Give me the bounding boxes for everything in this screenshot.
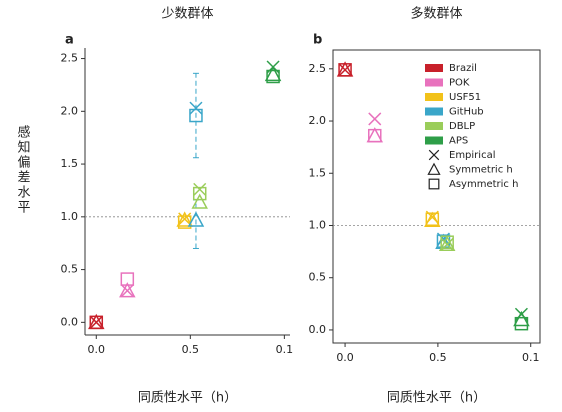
asymmetric-marker — [425, 212, 440, 226]
symmetric-marker — [187, 211, 205, 227]
x-tick-label: 0.0 — [88, 343, 106, 356]
empirical-marker — [178, 212, 192, 226]
x-tick-label: 0.5 — [182, 343, 200, 356]
symmetric-marker — [366, 127, 384, 143]
y-tick-label: 1.5 — [309, 166, 327, 179]
x-tick-label: 0.5 — [429, 351, 447, 364]
empirical-marker — [368, 112, 382, 126]
y-tick-label: 2.5 — [61, 52, 79, 65]
legend-swatch — [425, 122, 443, 130]
symmetric-marker — [191, 193, 208, 209]
y-tick-label: 2.5 — [309, 62, 327, 75]
asymmetric-marker — [192, 186, 207, 201]
y-tick-label: 2.0 — [309, 114, 327, 127]
chart-title: 多数群体 — [410, 6, 462, 22]
asymmetric-marker — [266, 69, 280, 84]
asymmetric-marker — [189, 108, 203, 123]
legend-label: GitHub — [449, 107, 484, 118]
legend-label: Empirical — [449, 150, 495, 161]
empirical-marker — [266, 60, 280, 74]
legend-label: DBLP — [449, 121, 475, 132]
empirical-marker — [193, 182, 207, 196]
legend-label: APS — [449, 136, 468, 147]
legend-marker — [428, 178, 440, 190]
plot-frame — [332, 49, 541, 344]
legend-swatch — [425, 64, 443, 72]
legend-marker — [428, 149, 440, 161]
y-tick-label: 0.5 — [61, 263, 79, 276]
legend-swatch — [425, 107, 443, 116]
legend-swatch — [425, 136, 443, 145]
panel-label: b — [313, 33, 322, 48]
symmetric-marker — [176, 211, 193, 227]
symmetric-marker — [264, 65, 282, 82]
y-axis-label: 感知偏差水平 — [15, 124, 31, 215]
x-tick-label: 0.1 — [522, 351, 540, 364]
y-tick-label: 0.0 — [309, 323, 327, 336]
empirical-marker — [189, 101, 203, 115]
empirical-marker — [425, 210, 439, 224]
empirical-marker — [338, 63, 352, 77]
empirical-marker — [440, 237, 454, 251]
chart-title: 少数群体 — [161, 7, 213, 22]
y-tick-label: 1.5 — [61, 157, 79, 170]
legend-label: Symmetric h — [449, 165, 513, 176]
panel-label: a — [65, 33, 74, 48]
legend-swatch — [425, 78, 443, 87]
empirical-marker — [514, 307, 528, 321]
symmetric-marker — [438, 235, 456, 252]
y-tick-label: 0.0 — [61, 315, 79, 328]
legend-marker — [427, 162, 441, 175]
y-tick-label: 1.0 — [309, 218, 327, 231]
symmetric-marker — [88, 313, 105, 330]
symmetric-marker — [513, 310, 530, 327]
empirical-marker — [120, 284, 134, 298]
x-tick-label: 0.0 — [336, 351, 354, 364]
legend-label: Brazil — [449, 63, 477, 74]
x-axis-label: 同质性水平（h） — [387, 391, 486, 406]
symmetric-marker — [336, 61, 354, 77]
legend-label: POK — [449, 78, 470, 89]
legend-label: USF51 — [449, 92, 481, 103]
empirical-marker — [89, 315, 103, 329]
y-tick-label: 1.0 — [61, 210, 79, 223]
y-tick-label: 0.5 — [309, 271, 327, 284]
x-tick-label: 0.1 — [276, 343, 294, 356]
y-tick-label: 2.0 — [61, 104, 79, 117]
legend-swatch — [425, 93, 443, 101]
x-axis-label: 同质性水平（h） — [138, 391, 237, 406]
symmetric-marker — [119, 282, 136, 298]
legend-label: Asymmetric h — [449, 179, 518, 190]
symmetric-marker — [424, 211, 441, 228]
